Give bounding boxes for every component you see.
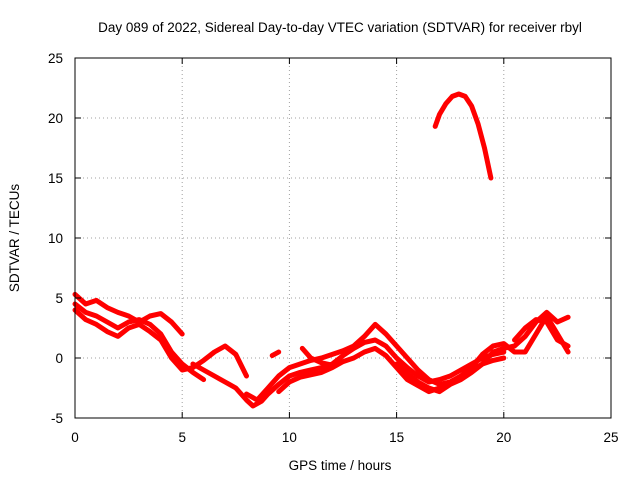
series-arc-3 [72, 307, 249, 379]
y-tick-label: 25 [48, 51, 63, 66]
x-tick-label: 25 [603, 430, 618, 445]
y-tick-label: -5 [51, 411, 63, 426]
series-arc-11 [432, 91, 494, 181]
y-tick-label: 5 [55, 291, 63, 306]
y-axis-label: SDTVAR / TECUs [7, 184, 22, 293]
series-arc-7 [269, 349, 282, 359]
series-arc-9 [394, 355, 507, 395]
y-tick-label: 10 [48, 231, 63, 246]
series-arc-8 [299, 345, 335, 368]
chart-title: Day 089 of 2022, Sidereal Day-to-day VTE… [98, 20, 582, 35]
y-tick-label: 20 [48, 111, 63, 126]
x-tick-label: 10 [282, 430, 297, 445]
series-arc-10 [512, 317, 571, 349]
series-arc-5 [244, 309, 571, 403]
y-tick-label: 0 [55, 351, 63, 366]
x-axis-label: GPS time / hours [289, 458, 392, 473]
y-tick-label: 15 [48, 171, 63, 186]
series-arc-6 [276, 313, 571, 395]
x-tick-label: 15 [389, 430, 404, 445]
series-arc-4 [190, 337, 507, 409]
data-series [72, 91, 571, 409]
series-arc-2 [72, 291, 185, 337]
x-tick-label: 0 [71, 430, 79, 445]
x-tick-label: 20 [496, 430, 511, 445]
x-tick-label: 5 [178, 430, 186, 445]
axis-ticks: 0 5 10 15 20 25 -5 0 5 10 15 20 25 [48, 51, 619, 445]
